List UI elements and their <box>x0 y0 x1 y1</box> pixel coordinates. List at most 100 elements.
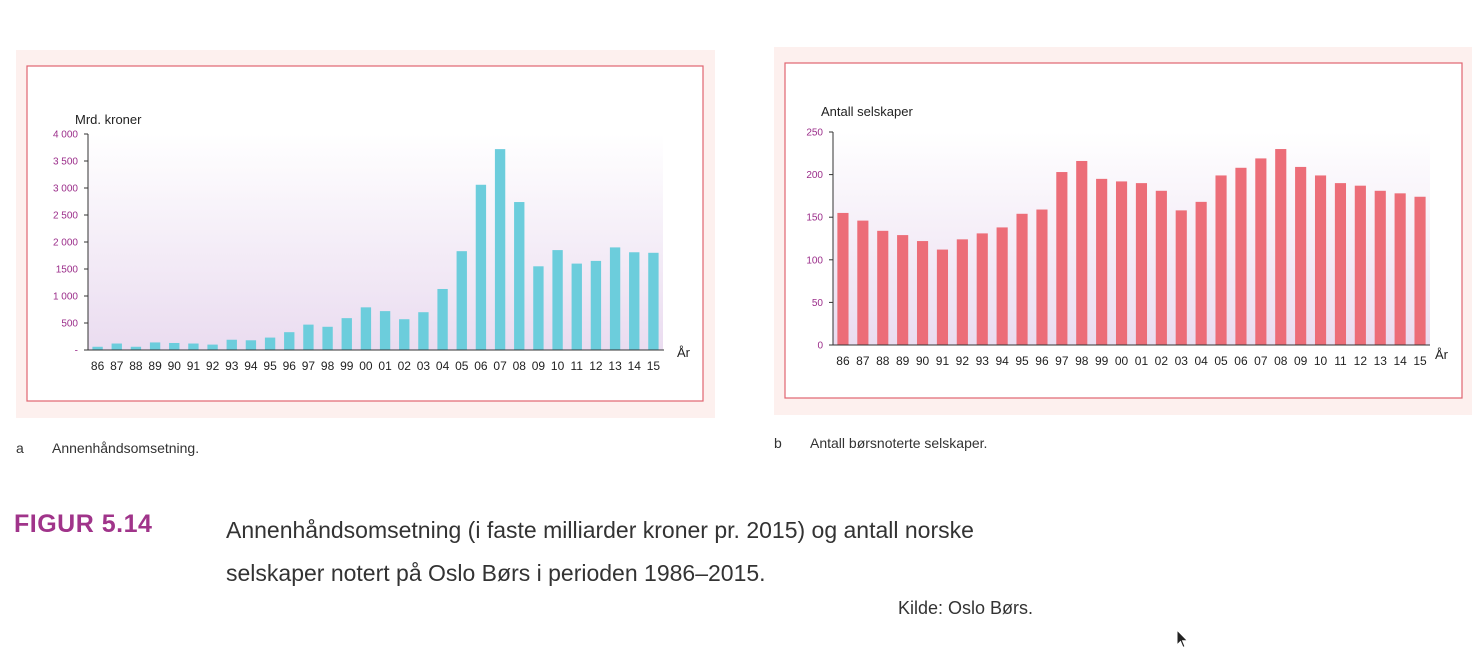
bar-87 <box>857 220 869 345</box>
x-tick-label: 92 <box>956 354 970 368</box>
bar-94 <box>245 340 257 350</box>
x-tick-label: 86 <box>836 354 850 368</box>
y-tick-label: - <box>75 346 78 357</box>
bar-87 <box>111 343 122 350</box>
figure-caption-line-2: selskaper notert på Oslo Børs i perioden… <box>226 560 766 586</box>
x-tick-label: 94 <box>995 354 1009 368</box>
bar-95 <box>264 337 276 350</box>
bar-92 <box>207 344 218 350</box>
bar-86 <box>837 212 849 345</box>
x-tick-label: 98 <box>1075 354 1089 368</box>
bar-97 <box>1056 172 1068 345</box>
x-tick-label: 08 <box>513 359 527 373</box>
x-tick-label: 09 <box>532 359 546 373</box>
x-tick-label: 08 <box>1274 354 1288 368</box>
bar-02 <box>399 319 410 350</box>
x-tick-label: 13 <box>608 359 622 373</box>
y-tick-label: 3 500 <box>53 157 78 168</box>
bar-14 <box>629 252 640 350</box>
figure-caption-line-1: Annenhåndsomsetning (i faste milliarder … <box>226 517 974 543</box>
bar-03 <box>418 312 429 350</box>
y-tick-label: 2 000 <box>53 238 78 249</box>
bar-07 <box>494 149 506 350</box>
bar-96 <box>1036 209 1048 345</box>
bar-89 <box>149 342 161 350</box>
bar-99 <box>1096 178 1108 345</box>
y-tick-label: 3 000 <box>53 184 78 195</box>
y-axis-label-a: Mrd. kroner <box>75 112 142 127</box>
bar-08 <box>514 202 525 350</box>
y-tick-label: 100 <box>806 255 823 266</box>
x-tick-label: 93 <box>976 354 990 368</box>
bar-91 <box>188 343 199 350</box>
figure-caption: Annenhåndsomsetning (i faste milliarder … <box>226 509 1106 595</box>
x-tick-label: 92 <box>206 359 220 373</box>
x-tick-label: 89 <box>148 359 162 373</box>
x-tick-label: 91 <box>936 354 950 368</box>
x-tick-label: 06 <box>1234 354 1248 368</box>
x-tick-label: 96 <box>283 359 297 373</box>
bar-90 <box>169 342 180 350</box>
chart-panel-b: 0 50 100 150 200 250 86 87 88 89 90 91 92 93 94 95 96 97… <box>774 47 1472 415</box>
x-tick-label: 02 <box>398 359 412 373</box>
bar-09 <box>533 266 544 350</box>
y-tick-label: 2 500 <box>53 211 78 222</box>
y-tick-label: 50 <box>812 298 824 309</box>
bar-10 <box>552 250 563 350</box>
x-tick-label: 07 <box>493 359 507 373</box>
y-tick-label: 200 <box>806 170 823 181</box>
plot-area-a <box>88 134 663 350</box>
bar-15 <box>1414 196 1426 345</box>
bar-11 <box>1334 183 1347 345</box>
bar-96 <box>284 332 295 350</box>
bar-90 <box>916 241 929 345</box>
source-note: Kilde: Oslo Børs. <box>898 598 1034 618</box>
bar-98 <box>1076 160 1088 345</box>
x-tick-label: 13 <box>1374 354 1388 368</box>
bar-05 <box>1215 175 1227 345</box>
bar-01 <box>1135 183 1148 345</box>
bar-86 <box>92 346 103 350</box>
x-tick-label: 91 <box>187 359 201 373</box>
bar-93 <box>976 233 988 345</box>
x-tick-label: 99 <box>1095 354 1109 368</box>
x-tick-label: 95 <box>1015 354 1029 368</box>
mouse-cursor-icon <box>1176 629 1189 649</box>
bar-06 <box>475 184 487 350</box>
x-tick-label: 98 <box>321 359 335 373</box>
x-tick-label: 02 <box>1155 354 1169 368</box>
bar-94 <box>996 227 1008 345</box>
x-tick-label: 90 <box>168 359 182 373</box>
bar-93 <box>226 339 237 350</box>
x-tick-label: 14 <box>628 359 642 373</box>
x-tick-label: 04 <box>1194 354 1208 368</box>
bar-95 <box>1016 213 1028 345</box>
chart-panel-a: -500 1 000 1500 2 000 2 500 3 000 3 500 4 000 8… <box>16 50 715 418</box>
bar-88 <box>130 346 142 350</box>
bar-11 <box>571 263 582 350</box>
x-axis-label-a: År <box>677 345 691 360</box>
y-axis-label-b: Antall selskaper <box>821 104 913 119</box>
x-tick-label: 06 <box>474 359 488 373</box>
bar-15 <box>648 252 659 350</box>
bar-03 <box>1175 210 1187 345</box>
caption-b: Antall børsnoterte selskaper. <box>810 435 988 451</box>
x-tick-label: 86 <box>91 359 105 373</box>
x-tick-label: 05 <box>1214 354 1228 368</box>
bar-00 <box>360 307 372 350</box>
x-tick-label: 97 <box>302 359 316 373</box>
y-tick-label: 1 000 <box>53 292 78 303</box>
bar-91 <box>936 249 949 345</box>
bar-12 <box>1354 185 1366 345</box>
x-tick-label: 99 <box>340 359 354 373</box>
caption-a: Annenhåndsomsetning. <box>52 440 200 456</box>
x-tick-label: 87 <box>110 359 124 373</box>
x-tick-label: 87 <box>856 354 870 368</box>
x-tick-label: 00 <box>359 359 373 373</box>
bar-99 <box>341 318 352 350</box>
bar-13 <box>609 247 621 350</box>
x-tick-label: 04 <box>436 359 450 373</box>
x-tick-label: 01 <box>1135 354 1149 368</box>
bar-01 <box>379 311 391 350</box>
